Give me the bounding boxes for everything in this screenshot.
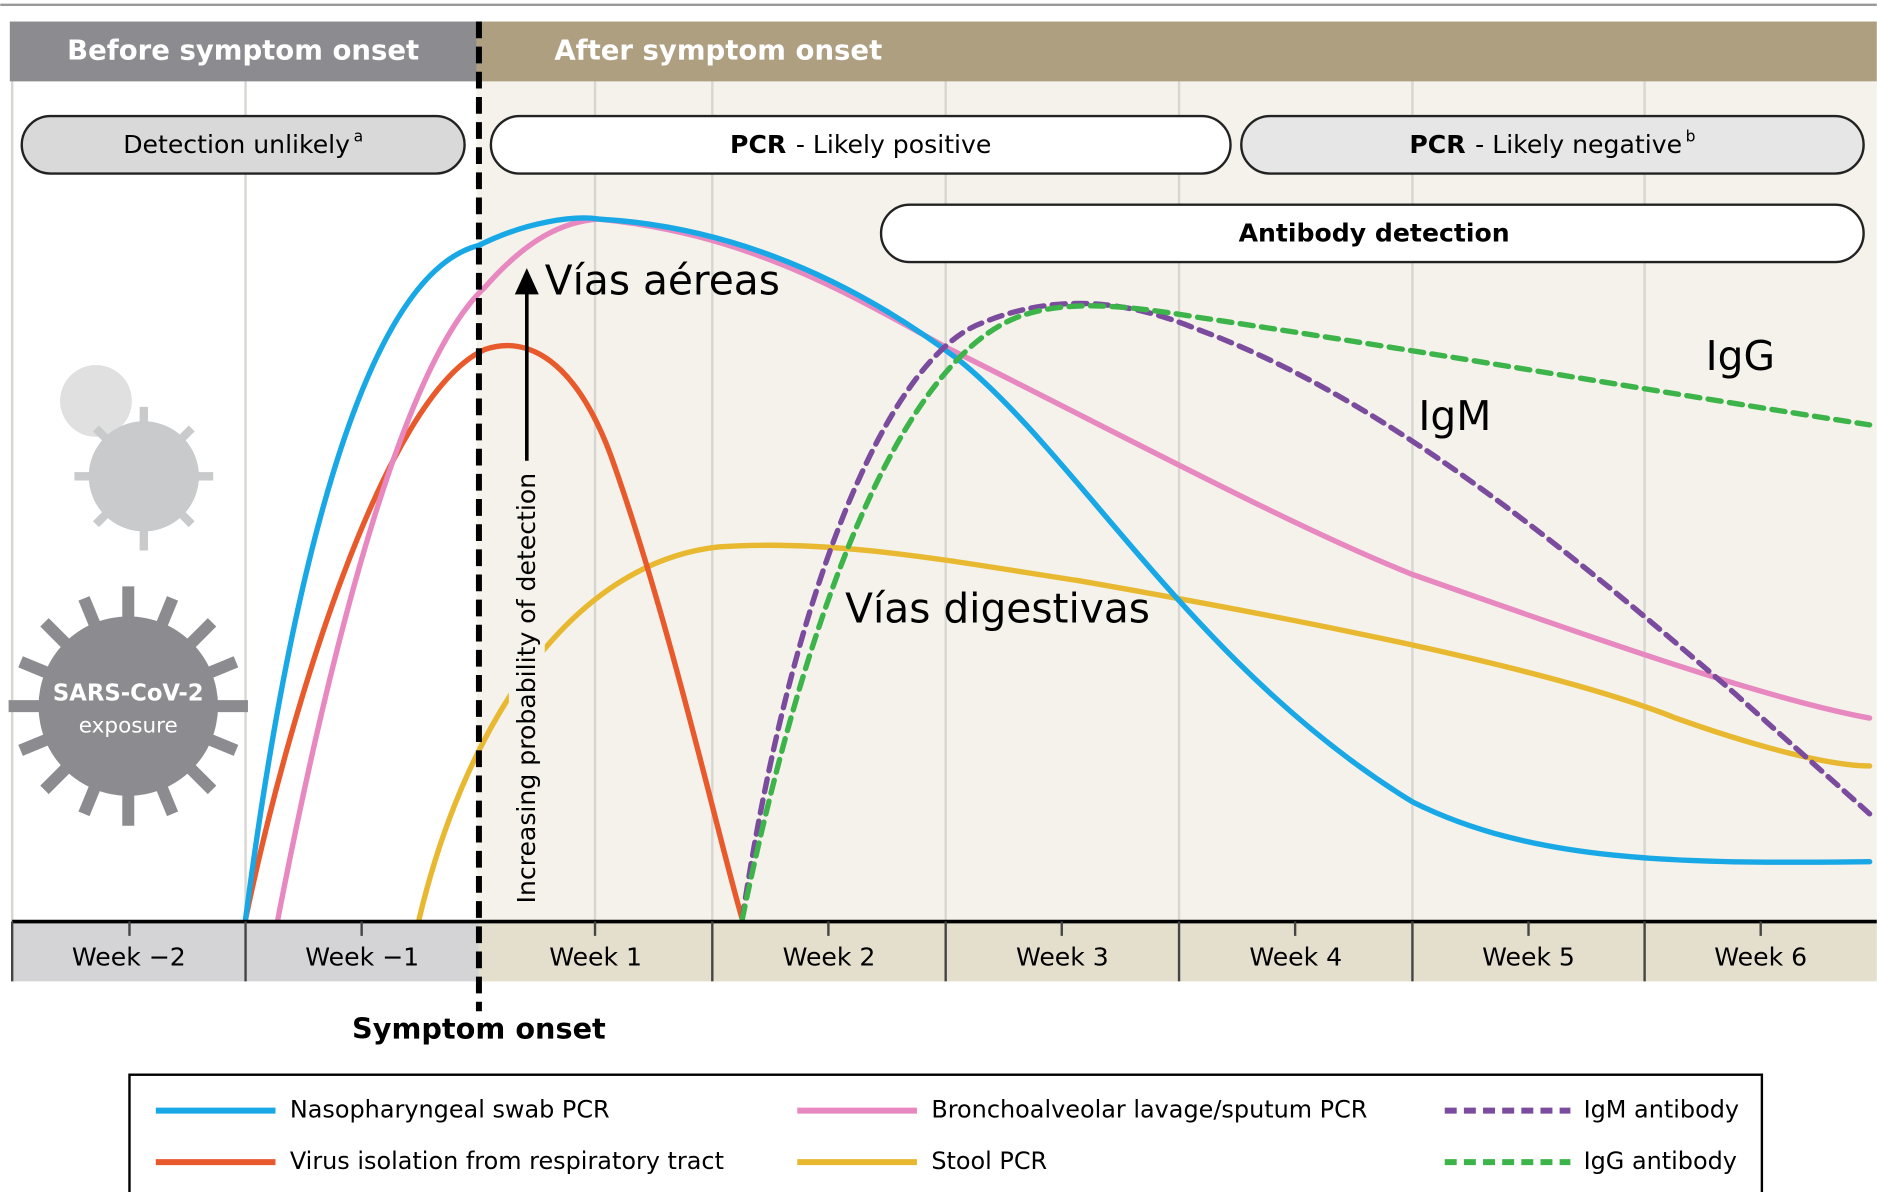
page: Before symptom onset After symptom onset… (0, 0, 1877, 1192)
legend-label: Virus isolation from respiratory tract (290, 1147, 724, 1175)
exposure-text: exposure (79, 713, 178, 738)
header-after-text: After symptom onset (554, 34, 882, 66)
y-label: Increasing probability of detection (512, 473, 541, 904)
legend-label: Bronchoalveolar lavage/sputum PCR (931, 1096, 1367, 1124)
band-bold: PCR (730, 130, 786, 159)
legend-label: IgG antibody (1584, 1147, 1737, 1175)
week-label: Week −1 (305, 943, 419, 972)
band-note: b (1686, 127, 1696, 145)
week-label: Week −2 (72, 943, 186, 972)
week-label: Week 1 (549, 943, 642, 972)
band-text: - Likely positive (796, 130, 992, 159)
band-antibody-text: Antibody detection (1239, 219, 1510, 248)
virus-light (60, 365, 213, 551)
legend-label: IgM antibody (1584, 1096, 1740, 1124)
week-label: Week 6 (1714, 943, 1807, 972)
annotation: IgG (1706, 332, 1775, 380)
header-before-text: Before symptom onset (67, 34, 419, 66)
band-bold: PCR (1409, 130, 1465, 159)
week-label: Week 2 (783, 943, 876, 972)
band-note: a (354, 127, 364, 145)
annotation: IgM (1418, 392, 1491, 440)
onset-label: Symptom onset (352, 1011, 606, 1045)
legend-label: Nasopharyngeal swab PCR (290, 1096, 610, 1124)
week-label: Week 5 (1482, 943, 1575, 972)
exposure-text: SARS-CoV-2 (53, 681, 204, 707)
week-label: Week 3 (1016, 943, 1109, 972)
band-text: - Likely negative (1475, 130, 1682, 159)
band-text: Detection unlikely (123, 130, 350, 159)
band-positive-text: PCR - Likely positive (730, 130, 991, 159)
annotation: Vías aéreas (545, 257, 780, 305)
annotation: Vías digestivas (845, 585, 1150, 633)
legend-label: Stool PCR (931, 1147, 1047, 1175)
diagram: Before symptom onset After symptom onset… (0, 0, 1877, 1192)
week-label: Week 4 (1249, 943, 1342, 972)
